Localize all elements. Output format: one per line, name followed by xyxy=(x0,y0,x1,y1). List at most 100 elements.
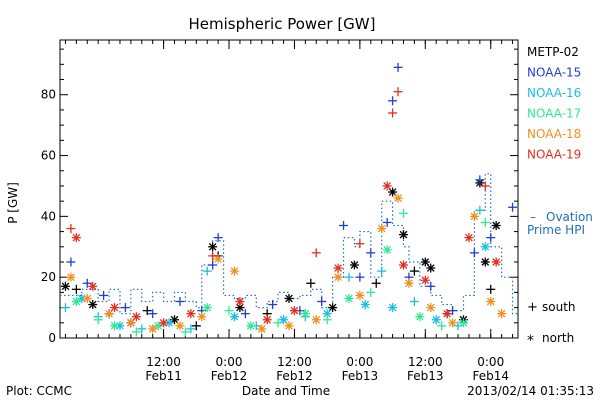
marker-stroke xyxy=(301,309,310,318)
marker-stroke xyxy=(236,297,244,306)
data-point xyxy=(224,306,234,316)
marker-stroke xyxy=(459,318,468,327)
x-tick-label-time: 12:00 xyxy=(146,355,181,369)
marker-stroke xyxy=(356,291,364,300)
data-point xyxy=(66,257,76,267)
footer-plot-credit: Plot: CCMC xyxy=(6,384,72,398)
marker-stroke xyxy=(312,315,321,324)
y-axis-label: P [GW] xyxy=(6,182,20,224)
legend-north-label: north xyxy=(542,331,574,345)
data-point xyxy=(486,297,496,307)
marker-stroke xyxy=(334,264,342,272)
data-point xyxy=(328,303,338,313)
data-point xyxy=(382,217,392,227)
data-point xyxy=(393,62,403,72)
marker-stroke xyxy=(214,255,222,263)
data-point xyxy=(382,245,392,255)
data-point xyxy=(175,297,185,307)
data-point xyxy=(229,266,239,276)
marker-stroke xyxy=(388,303,397,312)
legend-ovation-line1: Ovation xyxy=(546,210,593,224)
data-point xyxy=(480,181,490,191)
data-point xyxy=(159,318,169,328)
marker-stroke xyxy=(290,306,299,315)
marker-stroke xyxy=(492,221,501,230)
data-point xyxy=(88,281,98,291)
marker-stroke xyxy=(416,312,424,321)
data-point xyxy=(66,272,76,282)
marker-stroke xyxy=(197,312,206,321)
data-point xyxy=(377,224,387,234)
data-point xyxy=(131,312,141,322)
footer-timestamp: 2013/02/14 01:35:13 xyxy=(467,384,594,398)
legend-south-label: south xyxy=(542,300,576,314)
marker-stroke xyxy=(465,233,473,242)
marker-stroke xyxy=(132,312,141,321)
data-point xyxy=(284,293,294,303)
data-point xyxy=(235,297,245,307)
marker-stroke xyxy=(350,261,359,269)
marker-stroke xyxy=(486,297,495,306)
data-point xyxy=(300,309,310,319)
marker-stroke xyxy=(110,303,119,312)
data-point xyxy=(333,263,343,273)
data-point xyxy=(388,303,398,313)
data-point xyxy=(273,318,283,328)
data-point xyxy=(404,278,414,288)
data-point xyxy=(213,233,223,243)
chart-title: Hemispheric Power [GW] xyxy=(189,15,376,33)
data-point xyxy=(409,297,419,307)
y-tick-label: 60 xyxy=(41,149,56,163)
marker-stroke xyxy=(328,303,337,312)
marker-stroke xyxy=(257,325,266,333)
data-point xyxy=(426,263,436,273)
data-point xyxy=(186,309,196,319)
data-point xyxy=(197,312,207,322)
data-point xyxy=(137,324,147,334)
marker-stroke xyxy=(399,230,408,239)
data-point xyxy=(66,224,76,234)
data-point xyxy=(60,303,70,313)
data-point xyxy=(497,309,507,319)
data-point xyxy=(464,233,474,243)
data-point xyxy=(508,202,518,212)
marker-stroke xyxy=(236,303,244,312)
y-tick-label: 80 xyxy=(41,88,56,102)
data-point xyxy=(246,321,256,331)
data-point xyxy=(191,321,201,331)
marker-stroke xyxy=(230,312,239,321)
data-point xyxy=(88,300,98,310)
data-point xyxy=(366,287,376,297)
data-point xyxy=(431,315,441,325)
marker-stroke xyxy=(170,315,179,324)
plot-frame xyxy=(59,39,519,339)
data-point xyxy=(366,248,376,258)
marker-stroke xyxy=(105,309,113,318)
data-point xyxy=(262,315,272,325)
data-point xyxy=(229,312,239,322)
marker-stroke xyxy=(263,315,272,324)
marker-stroke xyxy=(77,294,86,303)
marker-stroke xyxy=(421,276,430,285)
data-point xyxy=(491,220,501,230)
marker-stroke xyxy=(246,322,255,330)
data-point xyxy=(415,312,425,322)
marker-stroke xyxy=(285,294,293,303)
data-point xyxy=(480,257,490,267)
y-tick-label: 0 xyxy=(48,331,56,345)
legend-entry: METP-02 xyxy=(527,45,579,59)
data-point xyxy=(399,230,408,240)
marker-stroke xyxy=(110,322,119,330)
data-point xyxy=(311,315,321,325)
legend-ovation-dash: – xyxy=(530,210,536,224)
x-tick-label-date: Feb13 xyxy=(342,369,379,383)
data-point xyxy=(458,318,468,328)
data-point xyxy=(180,327,190,337)
marker-stroke xyxy=(481,242,490,251)
marker-stroke xyxy=(279,315,288,324)
marker-stroke xyxy=(83,294,92,303)
x-tick-label-time: 0:00 xyxy=(346,355,373,369)
data-point xyxy=(110,303,120,313)
data-point xyxy=(208,260,218,270)
data-point xyxy=(148,309,158,319)
